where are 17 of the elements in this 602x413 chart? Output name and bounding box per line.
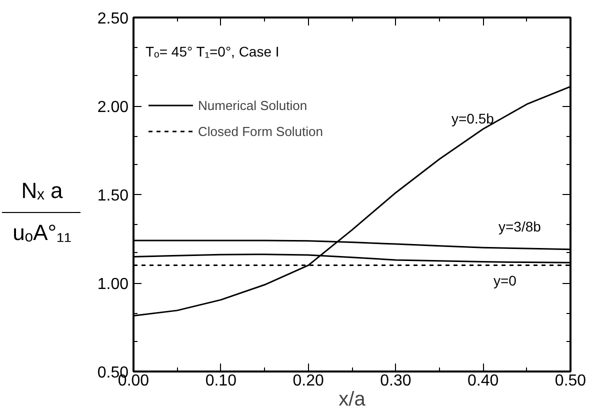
x-tick-label: 0.20 (292, 372, 324, 390)
annotation: y=0 (494, 272, 517, 288)
annotation: y=3/8b (498, 218, 542, 234)
y-tick-label: 2.50 (97, 10, 129, 28)
y-tick-label: 1.00 (97, 276, 129, 293)
legend-label: Numerical Solution (198, 98, 308, 112)
annotation: Tₒ= 45° T₁=0°, Case I (146, 44, 280, 60)
y-axis-title: Nₓ a uₒA°₁₁ (12, 177, 72, 248)
y-tick-label: 1.50 (97, 188, 129, 204)
annotation: y=0.5b (452, 110, 494, 126)
legend-label: Closed Form Solution (198, 124, 323, 138)
x-tick-label: 0.10 (205, 372, 237, 390)
y-tick-label: 2.00 (97, 99, 129, 116)
x-tick-label: 0.50 (554, 372, 586, 390)
x-axis-title: x/a (338, 388, 366, 410)
x-tick-label: 0.40 (468, 372, 499, 390)
x-tick-label: 0.30 (380, 372, 412, 390)
